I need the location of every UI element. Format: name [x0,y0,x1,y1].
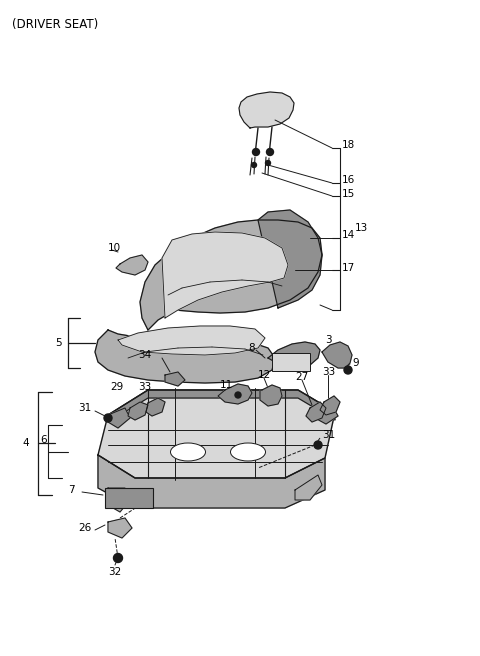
Polygon shape [268,342,320,368]
Text: 9: 9 [352,358,359,368]
Polygon shape [98,455,325,508]
Text: 11: 11 [220,380,233,390]
Text: 13: 13 [355,223,368,233]
Text: 18: 18 [342,140,355,150]
Text: 4: 4 [22,438,29,448]
Text: 26: 26 [78,523,91,533]
Polygon shape [258,210,322,308]
Polygon shape [146,398,165,416]
Text: 16: 16 [342,175,355,185]
FancyBboxPatch shape [272,353,310,371]
Text: 10: 10 [108,243,121,253]
Circle shape [235,392,241,398]
Text: 12: 12 [258,370,271,380]
Circle shape [104,414,112,422]
Text: 6: 6 [40,435,47,445]
Ellipse shape [170,443,205,461]
Polygon shape [218,384,252,404]
Text: 14: 14 [342,230,355,240]
Polygon shape [95,330,275,383]
Circle shape [113,554,122,562]
Circle shape [265,161,271,165]
Polygon shape [165,372,185,386]
Polygon shape [315,405,338,424]
Text: 33: 33 [138,382,151,392]
Polygon shape [108,408,130,428]
Polygon shape [239,92,294,128]
Text: 27: 27 [295,372,308,382]
Polygon shape [322,342,352,368]
Polygon shape [116,255,148,275]
FancyBboxPatch shape [105,488,153,508]
Polygon shape [140,220,322,330]
Circle shape [314,441,322,449]
Polygon shape [108,390,335,422]
Polygon shape [118,326,265,355]
Polygon shape [295,475,322,500]
Text: 3: 3 [325,335,332,345]
Text: 17: 17 [342,263,355,273]
Circle shape [252,148,260,155]
Text: 31: 31 [322,430,335,440]
Polygon shape [128,402,148,420]
Polygon shape [306,402,326,422]
Polygon shape [108,488,130,512]
Text: 32: 32 [108,567,121,577]
Text: 8: 8 [248,343,254,353]
Text: 29: 29 [110,382,123,392]
Circle shape [266,148,274,155]
Text: 33: 33 [322,367,335,377]
Text: 34: 34 [138,350,151,360]
Text: (DRIVER SEAT): (DRIVER SEAT) [12,18,98,31]
Polygon shape [108,518,132,538]
Polygon shape [98,390,335,478]
Text: 7: 7 [68,485,74,495]
Text: 31: 31 [78,403,91,413]
Ellipse shape [230,443,265,461]
Polygon shape [162,232,288,318]
Circle shape [344,366,352,374]
Polygon shape [260,385,282,406]
Text: 5: 5 [55,338,61,348]
Polygon shape [320,396,340,415]
Text: 15: 15 [342,189,355,199]
Circle shape [252,163,256,167]
